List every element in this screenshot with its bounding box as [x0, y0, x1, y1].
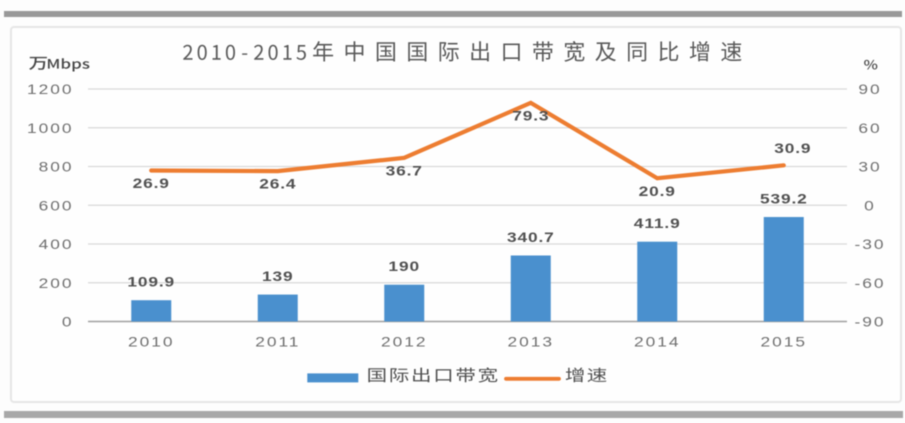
svg-text:190: 190	[388, 260, 420, 275]
svg-text:79.3: 79.3	[512, 109, 549, 124]
svg-text:800: 800	[39, 160, 74, 175]
svg-text:0: 0	[62, 315, 74, 330]
svg-text:26.4: 26.4	[259, 177, 296, 192]
svg-text:90: 90	[858, 83, 881, 98]
svg-text:-60: -60	[854, 276, 885, 291]
svg-text:600: 600	[39, 199, 74, 214]
svg-text:60: 60	[858, 121, 881, 136]
svg-text:0: 0	[864, 199, 876, 214]
svg-text:539.2: 539.2	[760, 192, 808, 207]
svg-text:2013: 2013	[508, 335, 555, 350]
svg-text:139: 139	[262, 270, 294, 285]
svg-text:411.9: 411.9	[634, 217, 681, 232]
svg-text:36.7: 36.7	[386, 164, 423, 179]
svg-text:2014: 2014	[634, 335, 681, 350]
svg-text:200: 200	[39, 276, 74, 291]
svg-text:1000: 1000	[27, 121, 74, 136]
svg-text:2015: 2015	[761, 335, 808, 350]
svg-text:30.9: 30.9	[774, 141, 811, 156]
svg-text:-90: -90	[854, 315, 885, 330]
svg-text:20.9: 20.9	[639, 184, 676, 199]
svg-text:2012: 2012	[381, 335, 428, 350]
svg-text:26.9: 26.9	[133, 176, 170, 191]
svg-text:2011: 2011	[255, 335, 300, 350]
svg-text:2010: 2010	[128, 335, 175, 350]
svg-text:109.9: 109.9	[127, 275, 175, 290]
svg-text:340.7: 340.7	[507, 230, 555, 245]
svg-text:400: 400	[39, 238, 74, 253]
svg-text:30: 30	[858, 160, 881, 175]
svg-text:-30: -30	[854, 238, 885, 253]
svg-text:1200: 1200	[27, 83, 74, 98]
